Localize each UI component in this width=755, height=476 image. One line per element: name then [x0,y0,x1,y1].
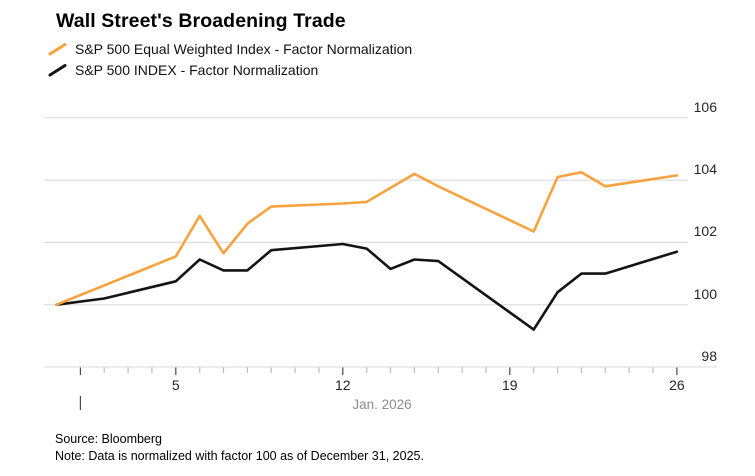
chart-title: Wall Street's Broadening Trade [56,10,346,32]
orange-line-swatch-icon [48,42,67,55]
equal-weighted-series-line [55,171,679,307]
source-text: Source: Bloomberg [55,432,163,446]
y-axis-label: 106 [693,98,717,115]
x-axis-month-label: Jan. 2026 [352,397,412,412]
y-axis-label: 102 [693,223,717,240]
x-axis-label: 12 [335,377,351,393]
chart-legend: S&P 500 Equal Weighted Index - Factor No… [47,41,412,78]
legend-label: S&P 500 Equal Weighted Index - Factor No… [75,41,413,57]
black-line-swatch-icon [48,63,67,76]
y-axis-label: 100 [693,285,717,302]
y-axis-label: 98 [701,348,717,364]
x-axis-label: 5 [171,377,180,393]
legend-item-equal-weighted-index: S&P 500 Equal Weighted Index - Factor No… [47,41,412,57]
note-text: Note: Data is normalized with factor 100… [55,449,424,463]
y-axis-label: 104 [693,161,717,178]
sp500-index-series-line [55,242,679,331]
x-axis-label: 26 [669,377,685,393]
x-axis-label: 19 [502,377,518,393]
legend-label: S&P 500 INDEX - Factor Normalization [75,62,319,78]
legend-item-sp500-index: S&P 500 INDEX - Factor Normalization [47,62,412,78]
